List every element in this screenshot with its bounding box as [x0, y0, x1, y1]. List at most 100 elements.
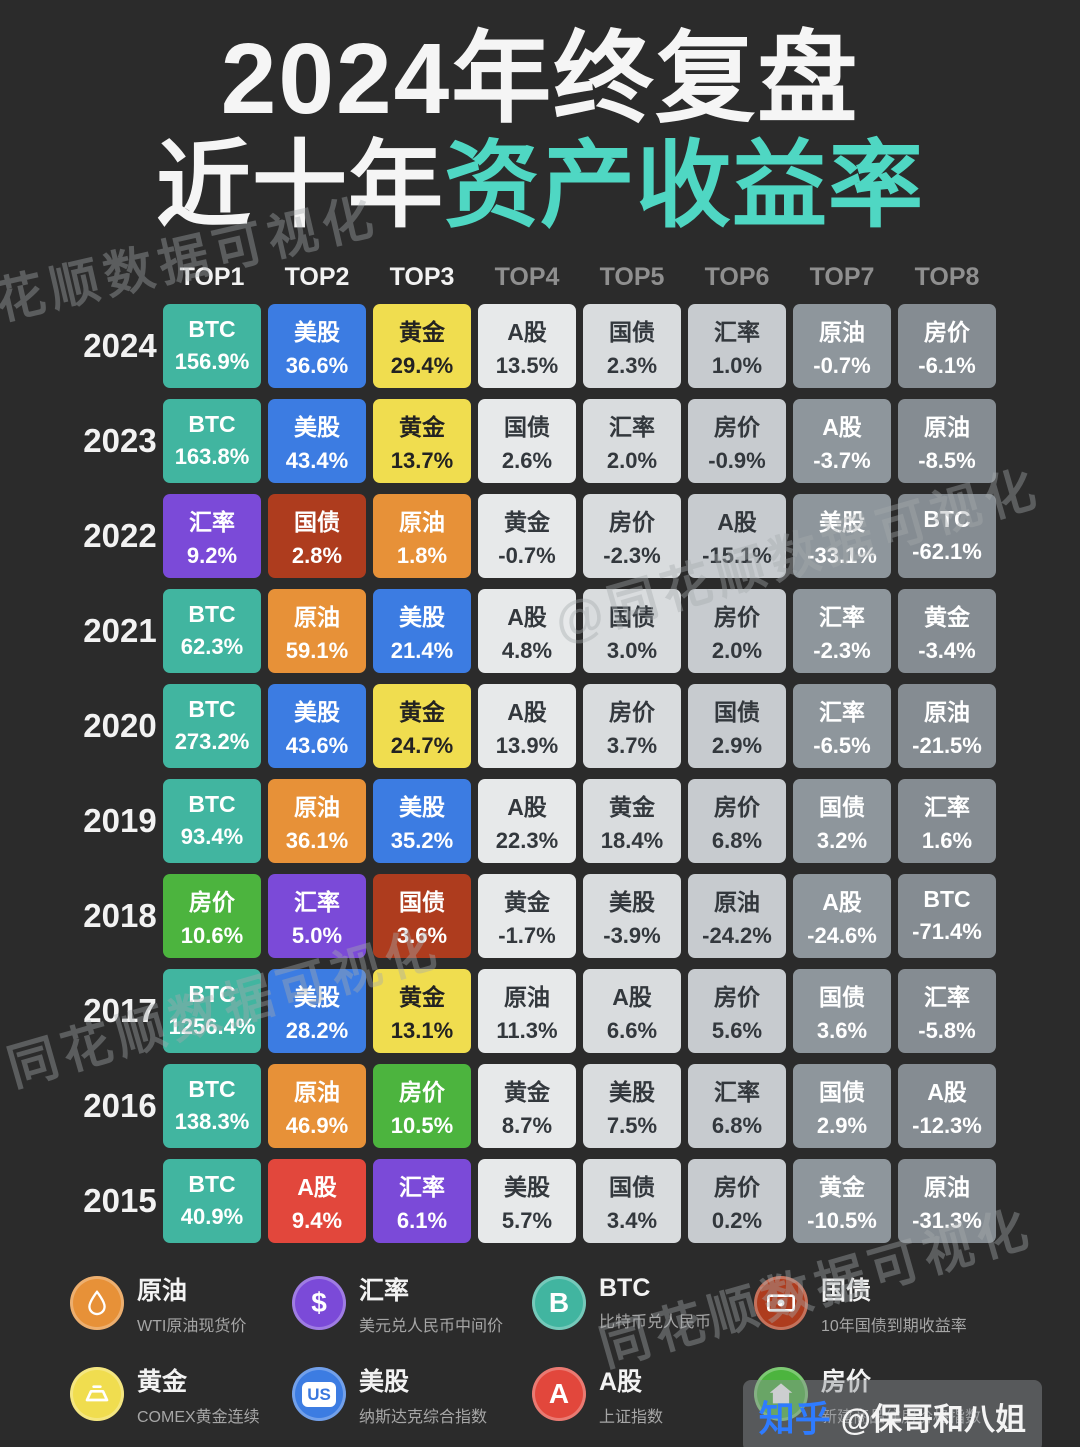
cell-asset-name: 房价: [924, 318, 970, 345]
cell-asset-name: 房价: [609, 508, 655, 535]
cell-asset-name: BTC: [188, 791, 236, 817]
legend-title: A股: [599, 1367, 643, 1396]
cell-return-value: 13.5%: [495, 352, 559, 378]
asset-cell-2019-top3: 美股 35.2%: [373, 778, 471, 863]
cell-asset-name: A股: [927, 1078, 967, 1105]
legend-title: 黄金: [137, 1367, 188, 1396]
cell-asset-name: 黄金: [819, 1173, 865, 1200]
asset-cell-2015-top6: 房价 0.2%: [688, 1158, 786, 1243]
zhihu-logo: 知乎: [758, 1398, 831, 1439]
asset-cell-2017-top4: 原油 11.3%: [478, 968, 576, 1053]
asset-cell-2015-top1: BTC 40.9%: [163, 1158, 261, 1243]
title-line2: 近十年资产收益率: [0, 134, 1080, 239]
cell-asset-name: 汇率: [924, 793, 970, 820]
cell-asset-name: 原油: [924, 698, 970, 725]
cell-asset-name: 黄金: [399, 983, 445, 1010]
legend-item-国债: 国债 10年国债到期收益率: [754, 1271, 1010, 1336]
cell-asset-name: 黄金: [399, 413, 445, 440]
asset-cell-2017-top8: 汇率 -5.8%: [898, 968, 996, 1053]
cell-return-value: 3.7%: [606, 732, 658, 758]
cell-asset-name: 汇率: [924, 983, 970, 1010]
cell-asset-name: 汇率: [294, 888, 340, 915]
row-year-label: 2015: [83, 1181, 157, 1219]
column-header-top3: TOP3: [389, 262, 455, 291]
legend-text: A股 上证指数: [599, 1362, 663, 1427]
cell-asset-name: 原油: [294, 793, 340, 820]
cell-return-value: 59.1%: [285, 637, 349, 663]
cell-asset-name: 房价: [714, 1173, 760, 1200]
cell-return-value: 35.2%: [390, 827, 454, 853]
cell-return-value: -71.4%: [912, 919, 982, 944]
cell-return-value: -3.4%: [918, 637, 976, 663]
us-stock-icon: US: [292, 1367, 346, 1421]
asset-cell-2024-top6: 汇率 1.0%: [688, 303, 786, 388]
asset-cell-2022-top6: A股 -15.1%: [688, 493, 786, 578]
cell-return-value: -21.5%: [912, 732, 982, 758]
asset-cell-2015-top2: A股 9.4%: [268, 1158, 366, 1243]
cell-return-value: 2.3%: [606, 352, 658, 378]
asset-cell-2022-top7: 美股 -33.1%: [793, 493, 891, 578]
cell-asset-name: 国债: [819, 1078, 865, 1105]
table-row-2018: 2018 房价 10.6% 汇率 5.0% 国债 3.6% 黄金 -1.7% 美股 -3.9% 原油 -…: [83, 873, 996, 958]
cell-return-value: 29.4%: [390, 352, 454, 378]
cell-return-value: 2.0%: [606, 447, 658, 473]
table-row-2023: 2023 BTC 163.8% 美股 43.4% 黄金 13.7% 国债 2.6% 汇率 2.0% 房…: [83, 398, 996, 483]
legend-text: 国债 10年国债到期收益率: [821, 1271, 967, 1336]
legend-item-黄金: 黄金 COMEX黄金连续: [70, 1362, 292, 1427]
dollar-icon: $: [292, 1276, 346, 1330]
asset-cell-2015-top8: 原油 -31.3%: [898, 1158, 996, 1243]
row-year-label: 2020: [83, 706, 157, 744]
cell-return-value: -5.8%: [918, 1017, 976, 1043]
cell-asset-name: 国债: [819, 793, 865, 820]
cell-return-value: -33.1%: [807, 542, 877, 568]
title-line2-white: 近十年: [155, 133, 444, 239]
cell-return-value: 138.3%: [174, 1109, 250, 1134]
cell-return-value: 8.7%: [501, 1112, 553, 1138]
cell-asset-name: BTC: [923, 886, 971, 912]
title-line2-accent: 资产收益率: [444, 133, 925, 239]
asset-cell-2018-top1: 房价 10.6%: [163, 873, 261, 958]
cell-return-value: 10.6%: [180, 922, 244, 948]
cell-asset-name: 美股: [609, 888, 655, 915]
row-year-label: 2021: [83, 611, 157, 649]
asset-cell-2017-top5: A股 6.6%: [583, 968, 681, 1053]
cell-asset-name: A股: [507, 698, 547, 725]
asset-cell-2020-top5: 房价 3.7%: [583, 683, 681, 768]
row-year-label: 2023: [83, 421, 157, 459]
asset-cell-2018-top6: 原油 -24.2%: [688, 873, 786, 958]
cell-return-value: -24.6%: [807, 922, 877, 948]
legend-item-美股: US 美股 纳斯达克综合指数: [292, 1362, 532, 1427]
legend-title: 美股: [359, 1367, 410, 1396]
cell-asset-name: 房价: [714, 603, 760, 630]
cell-asset-name: 黄金: [504, 508, 550, 535]
cell-return-value: -15.1%: [702, 542, 772, 568]
cell-asset-name: 原油: [294, 1078, 340, 1105]
cell-return-value: 1.0%: [711, 352, 763, 378]
asset-cell-2016-top6: 汇率 6.8%: [688, 1063, 786, 1148]
cell-asset-name: 房价: [714, 793, 760, 820]
cell-asset-name: 国债: [294, 508, 340, 535]
row-year-label: 2016: [83, 1086, 157, 1124]
cell-return-value: 18.4%: [600, 827, 664, 853]
cell-return-value: 2.0%: [711, 637, 763, 663]
asset-cell-2019-top7: 国债 3.2%: [793, 778, 891, 863]
asset-cell-2020-top3: 黄金 24.7%: [373, 683, 471, 768]
a-share-icon: A: [532, 1367, 586, 1421]
cell-return-value: 21.4%: [390, 637, 454, 663]
cell-return-value: -0.7%: [498, 542, 556, 568]
asset-cell-2018-top8: BTC -71.4%: [898, 873, 996, 958]
cell-asset-name: BTC: [188, 316, 236, 342]
cell-asset-name: 美股: [294, 318, 340, 345]
cell-asset-name: 原油: [714, 888, 760, 915]
cell-return-value: 13.9%: [495, 732, 559, 758]
legend: 原油 WTI原油现货价 $ 汇率 美元兑人民币中间价 B BTC 比特币兑人民币 国债 10年国债…: [70, 1271, 1010, 1427]
cell-asset-name: 房价: [714, 983, 760, 1010]
cell-asset-name: 原油: [924, 413, 970, 440]
cell-return-value: 6.8%: [711, 827, 763, 853]
cell-asset-name: 美股: [294, 413, 340, 440]
legend-item-a股: A A股 上证指数: [532, 1362, 754, 1427]
asset-cell-2021-top2: 原油 59.1%: [268, 588, 366, 673]
asset-cell-2023-top3: 黄金 13.7%: [373, 398, 471, 483]
cell-asset-name: 黄金: [504, 888, 550, 915]
table-row-2019: 2019 BTC 93.4% 原油 36.1% 美股 35.2% A股 22.3% 黄金 18.4%…: [83, 778, 996, 863]
